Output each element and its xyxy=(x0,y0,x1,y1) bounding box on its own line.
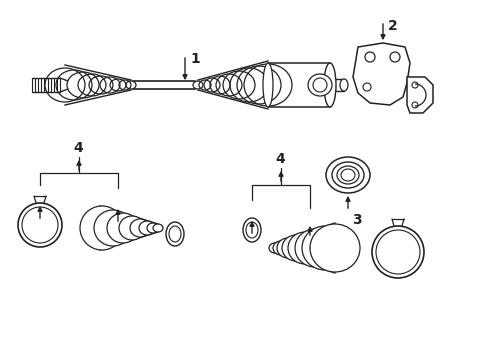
Ellipse shape xyxy=(324,63,336,107)
Polygon shape xyxy=(407,77,433,113)
Ellipse shape xyxy=(94,210,132,246)
Ellipse shape xyxy=(337,166,359,184)
Circle shape xyxy=(376,230,420,274)
Text: 4: 4 xyxy=(275,152,285,166)
Ellipse shape xyxy=(302,226,348,270)
Ellipse shape xyxy=(277,238,299,258)
Text: 1: 1 xyxy=(190,52,200,66)
Ellipse shape xyxy=(269,243,281,253)
Ellipse shape xyxy=(295,229,335,267)
Ellipse shape xyxy=(246,222,258,238)
Ellipse shape xyxy=(169,226,181,242)
Ellipse shape xyxy=(313,78,327,92)
Ellipse shape xyxy=(341,169,355,181)
Ellipse shape xyxy=(243,218,261,242)
Ellipse shape xyxy=(308,74,332,96)
Ellipse shape xyxy=(273,241,289,255)
Ellipse shape xyxy=(263,63,273,107)
Ellipse shape xyxy=(340,79,348,91)
Ellipse shape xyxy=(147,223,159,233)
Ellipse shape xyxy=(119,216,145,240)
Circle shape xyxy=(18,203,62,247)
Ellipse shape xyxy=(153,224,163,232)
Ellipse shape xyxy=(139,221,155,235)
Text: 3: 3 xyxy=(352,213,362,227)
Ellipse shape xyxy=(166,222,184,246)
Ellipse shape xyxy=(282,235,310,261)
Ellipse shape xyxy=(288,232,322,264)
Ellipse shape xyxy=(310,224,360,272)
Polygon shape xyxy=(353,43,410,105)
Circle shape xyxy=(22,207,58,243)
Text: 4: 4 xyxy=(73,141,83,155)
Ellipse shape xyxy=(130,219,150,237)
Circle shape xyxy=(372,226,424,278)
Ellipse shape xyxy=(107,213,139,243)
Ellipse shape xyxy=(326,157,370,193)
Ellipse shape xyxy=(332,162,364,188)
Ellipse shape xyxy=(80,206,124,250)
Text: 2: 2 xyxy=(388,19,398,33)
